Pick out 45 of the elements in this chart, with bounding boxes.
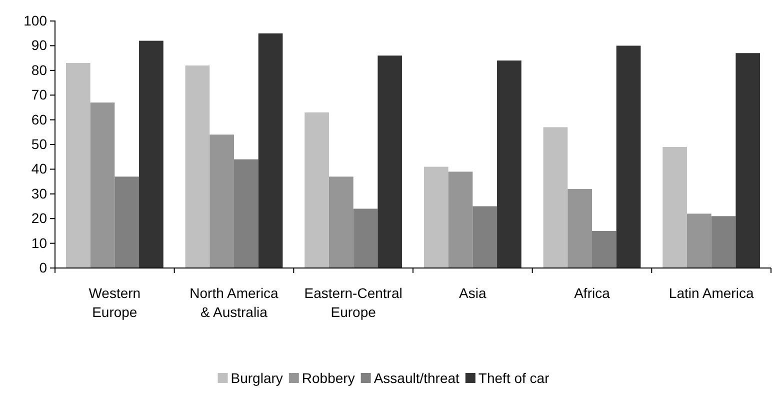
- y-tick-label: 50: [31, 136, 48, 152]
- bar: [258, 33, 283, 268]
- bar: [328, 176, 354, 268]
- y-tick-label: 30: [31, 185, 48, 202]
- bar: [353, 208, 378, 268]
- bar: [139, 40, 164, 268]
- y-tick-label: 100: [24, 12, 48, 28]
- bar: [662, 146, 687, 268]
- bar: [736, 53, 760, 268]
- y-tick-label: 60: [31, 111, 48, 128]
- legend-label: Assault/threat: [374, 370, 460, 386]
- legend-label: Burglary: [230, 370, 283, 386]
- legend-label: Robbery: [302, 370, 355, 386]
- y-tick-label: 40: [31, 160, 48, 177]
- x-tick-label: North America & Australia: [190, 285, 279, 320]
- x-tick-label: Eastern-Central Europe: [304, 285, 402, 320]
- bar: [304, 112, 329, 268]
- bar: [686, 214, 712, 268]
- bar: [424, 166, 448, 268]
- x-tick-label: Africa: [574, 285, 610, 301]
- x-tick-label: Latin America: [668, 285, 754, 301]
- bar: [234, 159, 258, 268]
- bar: [185, 65, 210, 268]
- bar: [90, 102, 115, 268]
- x-tick-label: Western Europe: [88, 285, 141, 320]
- bar: [592, 230, 616, 268]
- bar: [568, 188, 592, 268]
- bar: [66, 62, 90, 268]
- bar: [616, 46, 641, 268]
- bar: [378, 56, 402, 268]
- bar: [497, 60, 522, 268]
- legend-label: Theft of car: [478, 370, 550, 386]
- y-tick-label: 10: [31, 234, 48, 251]
- x-tick-label: Asia: [459, 285, 486, 301]
- y-tick-label: 80: [31, 62, 48, 78]
- y-tick-label: 20: [31, 210, 48, 226]
- bar: [472, 206, 498, 268]
- bar: [114, 176, 140, 268]
- bar: [543, 127, 568, 268]
- y-tick-label: 90: [31, 37, 48, 54]
- y-tick-label: 0: [39, 259, 48, 276]
- bar: [448, 172, 473, 268]
- bar: [210, 134, 234, 268]
- y-tick-label: 70: [31, 86, 48, 103]
- bar: [711, 216, 736, 268]
